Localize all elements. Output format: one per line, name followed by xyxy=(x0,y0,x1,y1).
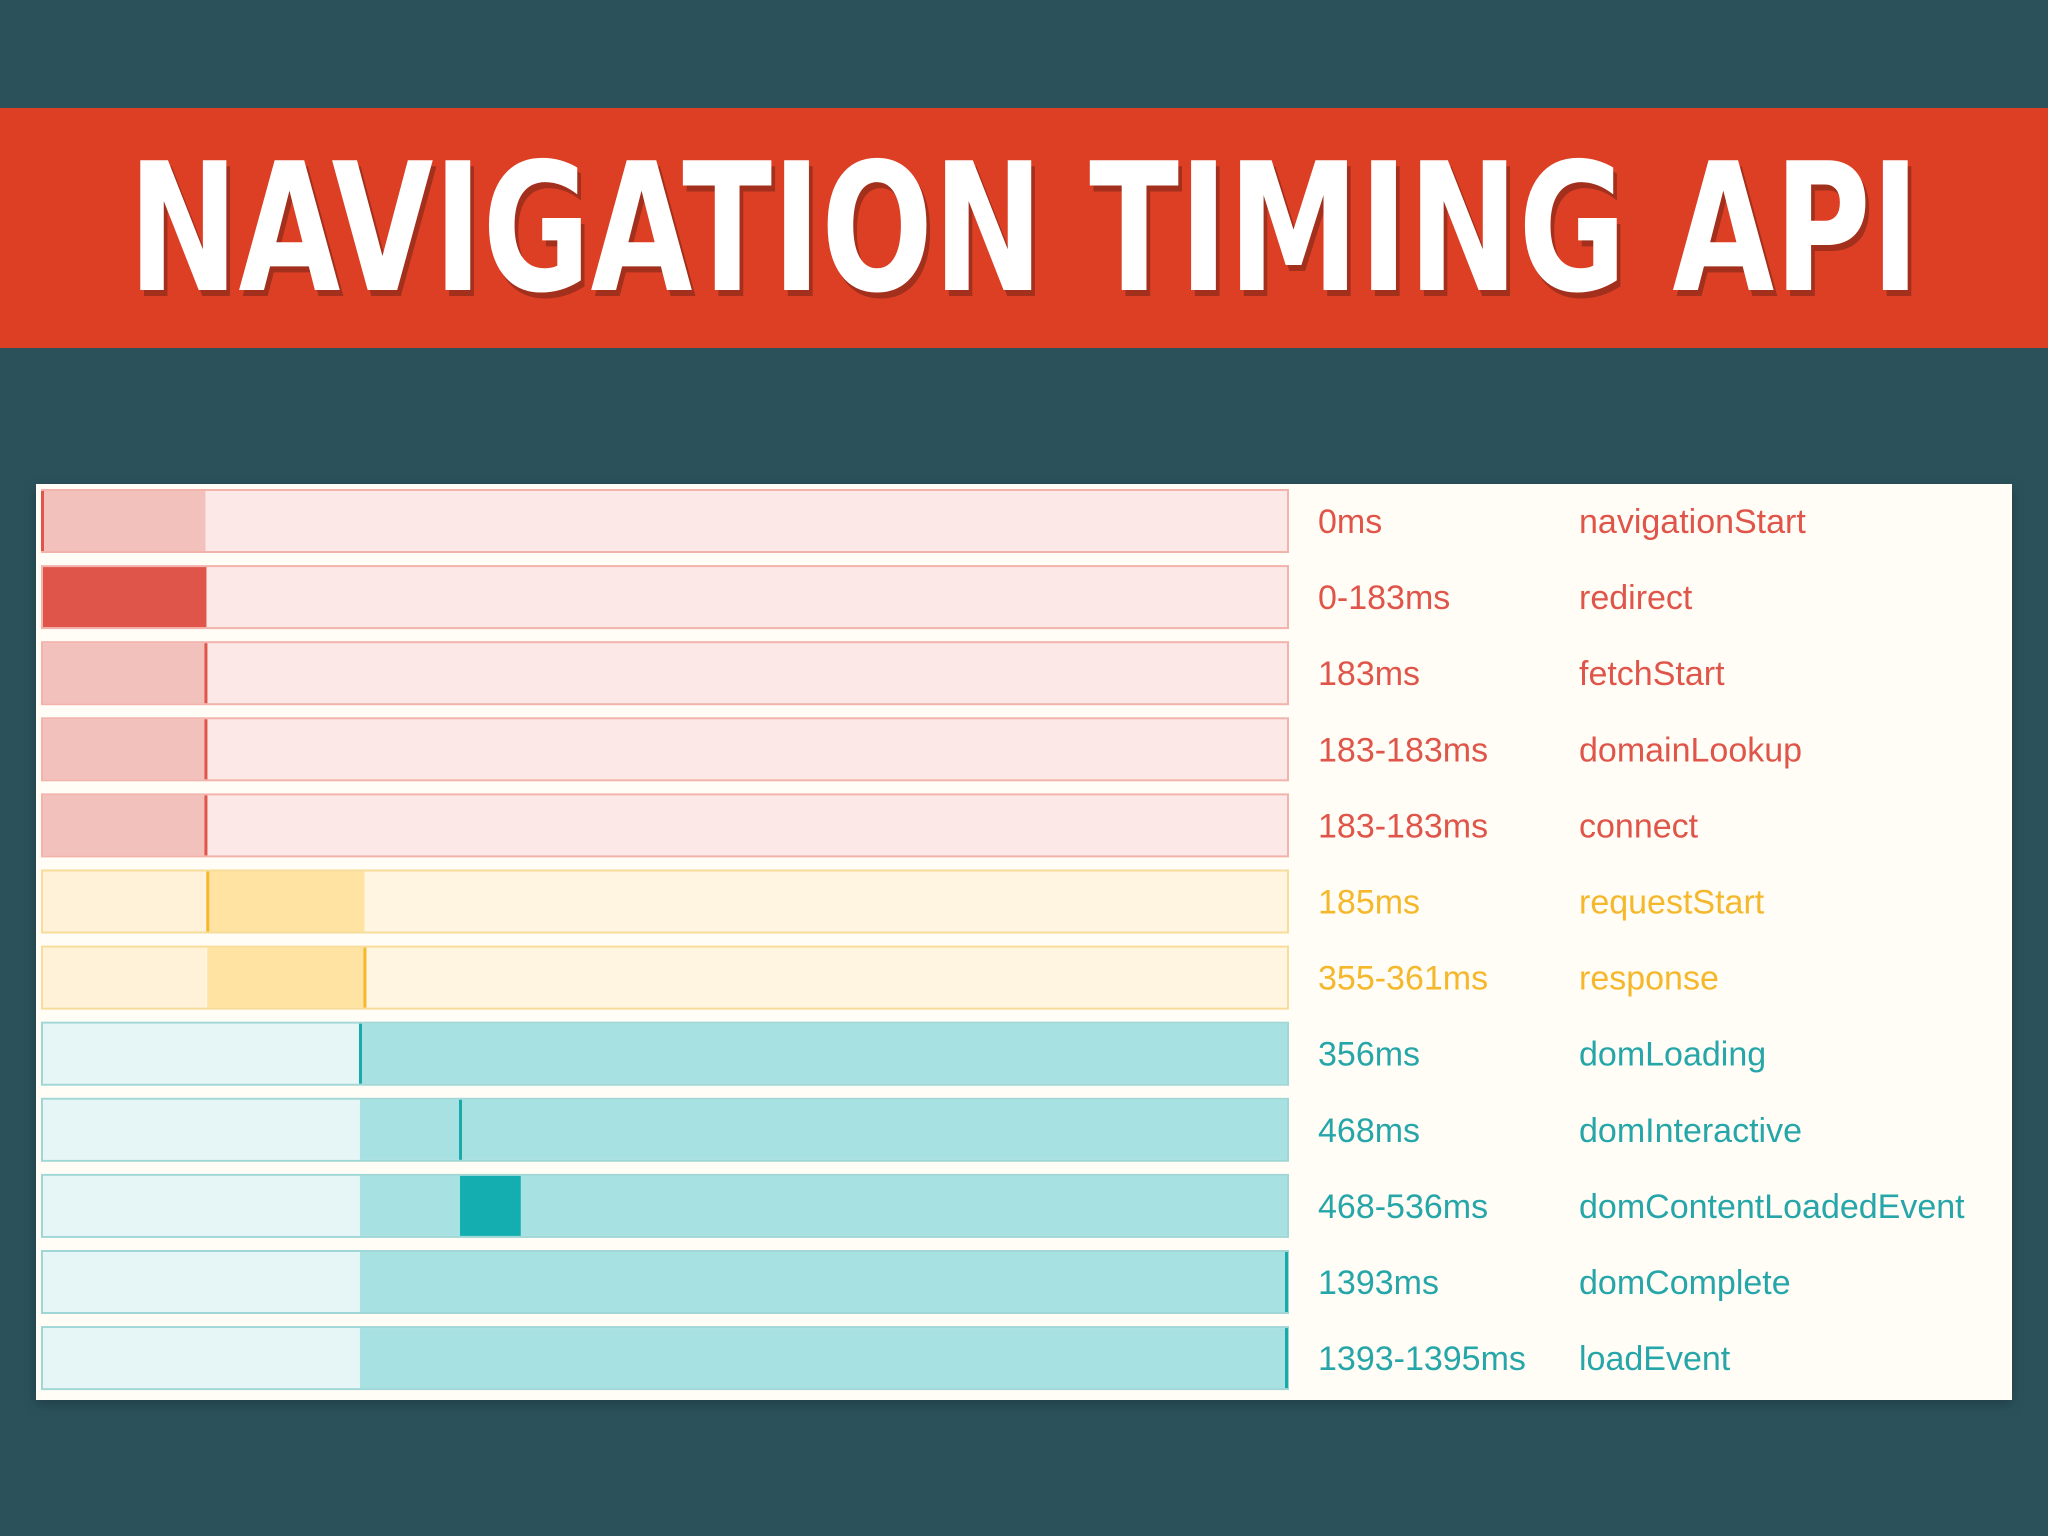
row-event-label: domLoading xyxy=(1579,1036,1766,1074)
bar-span xyxy=(207,871,365,932)
bar-marker xyxy=(206,871,210,932)
timing-row: 183ms fetchStart xyxy=(41,641,1725,706)
bar-elapsed xyxy=(43,1099,360,1160)
bar-marker xyxy=(363,947,367,1008)
timing-row: 183-183ms connect xyxy=(41,793,1699,858)
timing-row: 185ms requestStart xyxy=(41,869,1765,934)
row-time-label: 0-183ms xyxy=(1318,579,1450,617)
timing-row: 0ms navigationStart xyxy=(41,489,1806,553)
bar-elapsed xyxy=(43,871,206,932)
bar-elapsed xyxy=(43,1328,360,1389)
row-event-label: fetchStart xyxy=(1579,655,1725,693)
row-time-label: 356ms xyxy=(1318,1036,1420,1074)
timing-row: 356ms domLoading xyxy=(41,1021,1766,1086)
row-event-label: redirect xyxy=(1579,579,1693,617)
row-event-label: domComplete xyxy=(1579,1264,1791,1302)
row-time-label: 185ms xyxy=(1318,884,1420,922)
timing-panel: 0ms navigationStart 0-183ms redirect 183ms fe… xyxy=(36,484,2012,1400)
row-event-label: connect xyxy=(1579,807,1699,845)
bar-duration xyxy=(43,567,207,628)
timing-row: 183-183ms domainLookup xyxy=(41,717,1802,782)
bar-marker xyxy=(204,795,208,856)
bar-marker xyxy=(204,643,208,704)
bar-marker xyxy=(1285,1328,1288,1389)
row-time-label: 183ms xyxy=(1318,655,1420,693)
bar-span xyxy=(359,1328,1288,1389)
row-time-label: 183-183ms xyxy=(1318,807,1488,845)
row-event-label: navigationStart xyxy=(1579,503,1806,541)
bar-elapsed xyxy=(43,947,206,1008)
row-time-label: 183-183ms xyxy=(1318,731,1488,769)
bar-track xyxy=(41,565,1289,630)
page-title: NAVIGATION TIMING API xyxy=(128,124,1920,332)
bar-elapsed xyxy=(43,1252,360,1312)
timing-row: 0-183ms redirect xyxy=(41,565,1693,630)
bar-elapsed xyxy=(43,795,206,856)
bar-elapsed xyxy=(43,1023,360,1084)
bar-span xyxy=(359,1252,1288,1312)
bar-elapsed xyxy=(43,491,206,551)
title-banner: NAVIGATION TIMING API xyxy=(0,108,2048,348)
bar-span xyxy=(359,1099,1288,1160)
bar-span xyxy=(207,947,365,1008)
bar-track xyxy=(41,717,1289,782)
bar-elapsed xyxy=(43,643,206,704)
timing-row: 468-536ms domContentLoadedEvent xyxy=(41,1173,1965,1238)
bar-marker xyxy=(1285,1252,1288,1312)
row-event-label: response xyxy=(1579,960,1719,998)
bar-elapsed xyxy=(43,1175,360,1236)
row-time-label: 468ms xyxy=(1318,1112,1420,1150)
bar-marker xyxy=(358,1023,362,1084)
row-event-label: domainLookup xyxy=(1579,731,1802,769)
row-time-label: 468-536ms xyxy=(1318,1188,1488,1226)
bar-duration xyxy=(460,1175,521,1236)
timing-row: 355-361ms response xyxy=(41,945,1719,1010)
timing-chart: 0ms navigationStart 0-183ms redirect 183ms fe… xyxy=(41,489,1965,1391)
bar-span xyxy=(359,1023,1288,1084)
bar-elapsed xyxy=(43,719,206,780)
timing-row: 468ms domInteractive xyxy=(41,1097,1802,1162)
bar-track xyxy=(41,641,1289,706)
row-time-label: 1393-1395ms xyxy=(1318,1340,1526,1378)
timing-row: 1393ms domComplete xyxy=(41,1250,1791,1314)
row-event-label: domInteractive xyxy=(1579,1112,1802,1150)
row-event-label: requestStart xyxy=(1579,884,1765,922)
row-event-label: domContentLoadedEvent xyxy=(1579,1188,1965,1226)
bar-marker xyxy=(204,719,208,780)
bar-track xyxy=(41,793,1289,858)
timing-row: 1393-1395ms loadEvent xyxy=(41,1326,1731,1391)
bar-track xyxy=(41,489,1289,553)
row-time-label: 1393ms xyxy=(1318,1264,1439,1302)
bar-marker xyxy=(459,1099,463,1160)
row-time-label: 0ms xyxy=(1318,503,1382,541)
row-time-label: 355-361ms xyxy=(1318,960,1488,998)
bar-marker xyxy=(41,491,44,551)
row-event-label: loadEvent xyxy=(1579,1340,1731,1378)
